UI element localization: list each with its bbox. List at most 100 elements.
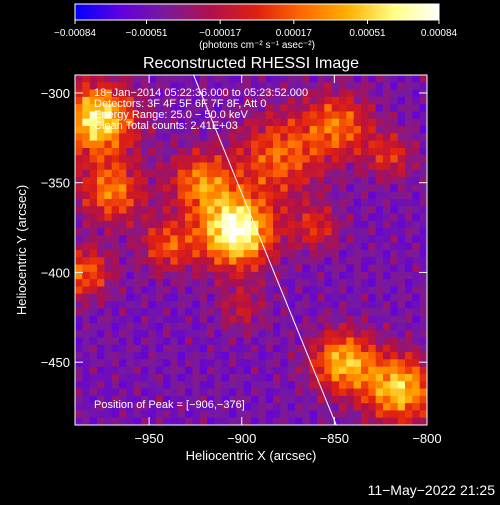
heatmap-cell [412, 89, 421, 98]
heatmap-cell [265, 206, 274, 215]
heatmap-cell [258, 169, 267, 178]
heatmap-cell [287, 111, 296, 120]
heatmap-cell [383, 388, 391, 397]
heatmap-cell [397, 366, 406, 375]
heatmap-cell [82, 264, 91, 273]
heatmap-cell [155, 118, 164, 127]
heatmap-cell [383, 366, 391, 375]
heatmap-cell [331, 373, 340, 382]
heatmap-cell [375, 279, 384, 288]
heatmap-cell [295, 344, 303, 353]
heatmap-cell [280, 403, 289, 412]
heatmap-cell [126, 242, 135, 251]
heatmap-cell [339, 403, 347, 412]
heatmap-cell [397, 198, 406, 207]
heatmap-cell [412, 169, 421, 178]
heatmap-cell [339, 395, 347, 404]
heatmap-cell [383, 293, 391, 302]
heatmap-cell [126, 330, 135, 339]
heatmap-cell [133, 89, 142, 98]
heatmap-cell [221, 395, 230, 404]
heatmap-cell [324, 403, 333, 412]
heatmap-cell [199, 206, 208, 215]
heatmap-cell [126, 162, 135, 171]
heatmap-cell [368, 366, 377, 375]
heatmap-cell [214, 286, 223, 295]
heatmap-cell [141, 155, 149, 164]
heatmap-cell [207, 75, 215, 83]
heatmap-cell [229, 75, 237, 83]
heatmap-cell [309, 75, 318, 83]
heatmap-cell [148, 301, 157, 309]
heatmap-cell [185, 198, 193, 207]
heatmap-cell [405, 359, 413, 368]
heatmap-cell [309, 162, 318, 171]
heatmap-cell [390, 395, 399, 404]
heatmap-cell [243, 82, 252, 91]
heatmap-cell [287, 96, 296, 105]
heatmap-cell [82, 417, 91, 425]
heatmap-cell [331, 242, 340, 251]
heatmap-cell [126, 169, 135, 178]
heatmap-cell [361, 337, 369, 346]
heatmap-cell [405, 373, 413, 382]
heatmap-cell [199, 344, 208, 353]
heatmap-cell [353, 155, 362, 164]
heatmap-cell [111, 169, 120, 178]
heatmap-cell [302, 147, 311, 156]
heatmap-cell [155, 177, 164, 185]
heatmap-cell [383, 344, 391, 353]
heatmap-cell [273, 89, 281, 98]
heatmap-cell [75, 104, 83, 113]
heatmap-cell [185, 96, 193, 105]
heatmap-cell [97, 228, 105, 237]
heatmap-cell [324, 308, 333, 317]
heatmap-cell [339, 250, 347, 258]
heatmap-cell [383, 271, 391, 280]
heatmap-cell [397, 220, 406, 229]
heatmap-cell [111, 337, 120, 346]
heatmap-cell [185, 250, 193, 258]
heatmap-cell [280, 301, 289, 309]
heatmap-cell [273, 111, 281, 120]
heatmap-cell [207, 293, 215, 302]
heatmap-cell [207, 315, 215, 324]
heatmap-cell [199, 322, 208, 331]
heatmap-cell [236, 388, 245, 397]
heatmap-cell [280, 75, 289, 83]
heatmap-cell [119, 228, 127, 237]
heatmap-cell [185, 118, 193, 127]
heatmap-cell [148, 155, 157, 164]
heatmap-cell [229, 250, 237, 258]
heatmap-cell [141, 220, 149, 229]
heatmap-cell [280, 315, 289, 324]
heatmap-cell [375, 104, 384, 113]
heatmap-cell [119, 271, 127, 280]
heatmap-cell [375, 417, 384, 425]
heatmap-cell [280, 388, 289, 397]
heatmap-cell [346, 191, 355, 200]
heatmap-cell [251, 213, 259, 222]
heatmap-cell [163, 395, 171, 404]
heatmap-cell [258, 403, 267, 412]
heatmap-cell [148, 220, 157, 229]
heatmap-cell [207, 220, 215, 229]
heatmap-cell [104, 213, 113, 222]
heatmap-cell [89, 352, 98, 360]
heatmap-cell [89, 293, 98, 302]
heatmap-cell [82, 279, 91, 288]
heatmap-cell [375, 264, 384, 273]
heatmap-cell [317, 322, 325, 331]
heatmap-cell [405, 104, 413, 113]
heatmap-cell [258, 75, 267, 83]
heatmap-cell [383, 410, 391, 419]
heatmap-cell [295, 271, 303, 280]
heatmap-cell [419, 344, 427, 353]
heatmap-cell [273, 286, 281, 295]
heatmap-cell [258, 395, 267, 404]
heatmap-cell [324, 388, 333, 397]
heatmap-cell [163, 140, 171, 149]
heatmap-cell [163, 118, 171, 127]
heatmap-cell [89, 337, 98, 346]
heatmap-cell [155, 140, 164, 149]
